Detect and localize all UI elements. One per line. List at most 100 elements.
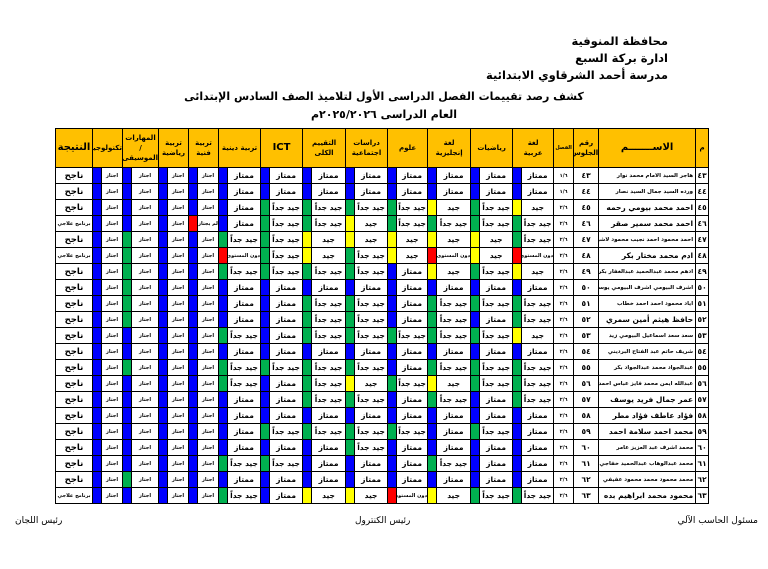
class-number: ٢/٦ [553,407,575,424]
grade-social: جيد جداً [354,311,389,328]
activity-music: اجتاز [131,167,160,184]
student-name: احمد محمود احمد نجيب محمود لاشين [598,231,697,248]
activity-art: اجتاز [197,199,220,216]
grade-religion: ممتاز [227,199,262,216]
grade-social: جيد جداً [354,199,389,216]
activity-art: اجتاز [197,279,220,296]
grade-english: جيد جداً [436,455,472,472]
grade-math: جيد جداً [479,199,514,216]
seat-number: ٥٣ [573,327,600,344]
activity-tech: اجتاز [101,455,123,472]
grade-social: ممتاز [354,455,389,472]
student-name: محمد اشرف عبد العزيز عامر [598,439,697,456]
row-number: ٤٥ [695,199,710,216]
activity-color-art [188,295,199,312]
grade-color-science [387,375,398,392]
grade-arabic: ممتاز [521,407,555,424]
activity-color-tech [92,455,102,472]
result: ناجح [55,423,93,440]
grade-religion: جيد جداً [227,327,262,344]
grade-ict: ممتاز [269,343,304,360]
table-row: ٦٣ محمود محمد ابراهيم بده ٦٣ ٢/٦ جيد جداً جيد… [55,487,710,504]
grade-overall: ممتاز [311,455,347,472]
grade-religion: جيد جداً [227,231,262,248]
grade-color-arabic [512,311,523,328]
grade-overall: جيد جداً [311,263,347,280]
col-science: علوم [387,128,429,168]
activity-art: اجتاز [197,391,220,408]
grade-color-english [427,375,438,392]
result: ناجح [55,375,93,392]
grade-overall: جيد جداً [311,423,347,440]
col-ict: ICT [260,128,304,168]
grade-color-science [387,471,398,488]
activity-music: اجتاز [131,343,160,360]
grade-color-overall [302,391,313,408]
grade-color-science [387,439,398,456]
activity-art: اجتاز [197,407,220,424]
activity-tech: اجتاز [101,183,123,200]
student-name: احمد محمد بيومي رحمه [598,199,697,216]
activity-pe: اجتاز [167,247,190,264]
row-number: ٥٢ [695,311,710,328]
grade-english: جيد جداً [436,311,472,328]
grade-color-math [470,423,481,440]
grade-ict: جيد جداً [269,199,304,216]
student-name: اشرف البيومي اشرف البيومي يوسف [598,279,697,296]
activity-tech: اجتاز [101,391,123,408]
grade-ict: ممتاز [269,327,304,344]
activity-tech: اجتاز [101,375,123,392]
table-row: ٤٧ احمد محمود احمد نجيب محمود لاشين ٤٧ ٢/٦ ج… [55,231,710,248]
row-number: ٥٠ [695,279,710,296]
activity-tech: اجتاز [101,487,123,504]
row-number: ٥٩ [695,423,710,440]
grade-color-social [345,247,356,264]
grade-color-social [345,327,356,344]
activity-tech: اجتاز [101,359,123,376]
grade-english: ممتاز [436,407,472,424]
grade-color-overall [302,471,313,488]
result: برنامج علاجي [55,247,93,264]
row-number: ٥٤ [695,343,710,360]
col-seat: رقم الجلوس [573,128,600,168]
student-name: اياد محمود احمد احمد خطاب [598,295,697,312]
activity-color-tech [92,279,102,296]
activity-color-tech [92,231,102,248]
grade-color-english [427,407,438,424]
grade-english: جيد [436,487,472,504]
grade-english: ممتاز [436,343,472,360]
activity-color-music [121,247,133,264]
grade-color-arabic [512,183,523,200]
grade-color-ict [260,407,271,424]
grade-color-math [470,231,481,248]
grade-color-ict [260,487,271,504]
activity-color-art [188,215,199,232]
grade-overall: ممتاز [311,183,347,200]
col-num: م [695,128,710,168]
table-row: ٤٣ هاجر السيد الامام محمد نوار ٤٣ ١/٦ ممتاز م… [55,167,710,184]
grade-ict: جيد جداً [269,263,304,280]
grade-ict: ممتاز [269,167,304,184]
activity-pe: اجتاز [167,327,190,344]
grade-color-english [427,167,438,184]
academic-year: العام الدراسى ٢٠٢٥/٢٠٢٦م [310,108,458,121]
grade-color-arabic [512,263,523,280]
col-music: المهارات / الموسيقى [121,128,160,168]
activity-color-music [121,487,133,504]
row-number: ٦١ [695,455,710,472]
grade-social: ممتاز [354,471,389,488]
seat-number: ٤٥ [573,199,600,216]
col-overall: التقييم الكلى [302,128,347,168]
activity-color-art [188,487,199,504]
grade-color-english [427,439,438,456]
grade-color-science [387,391,398,408]
grade-overall: ممتاز [311,167,347,184]
grade-ict: جيد جداً [269,247,304,264]
grade-color-math [470,215,481,232]
grade-science: ممتاز [396,407,429,424]
grade-religion: ممتاز [227,183,262,200]
grade-color-english [427,343,438,360]
activity-color-pe [158,311,169,328]
grade-color-religion [218,455,229,472]
grade-color-religion [218,263,229,280]
